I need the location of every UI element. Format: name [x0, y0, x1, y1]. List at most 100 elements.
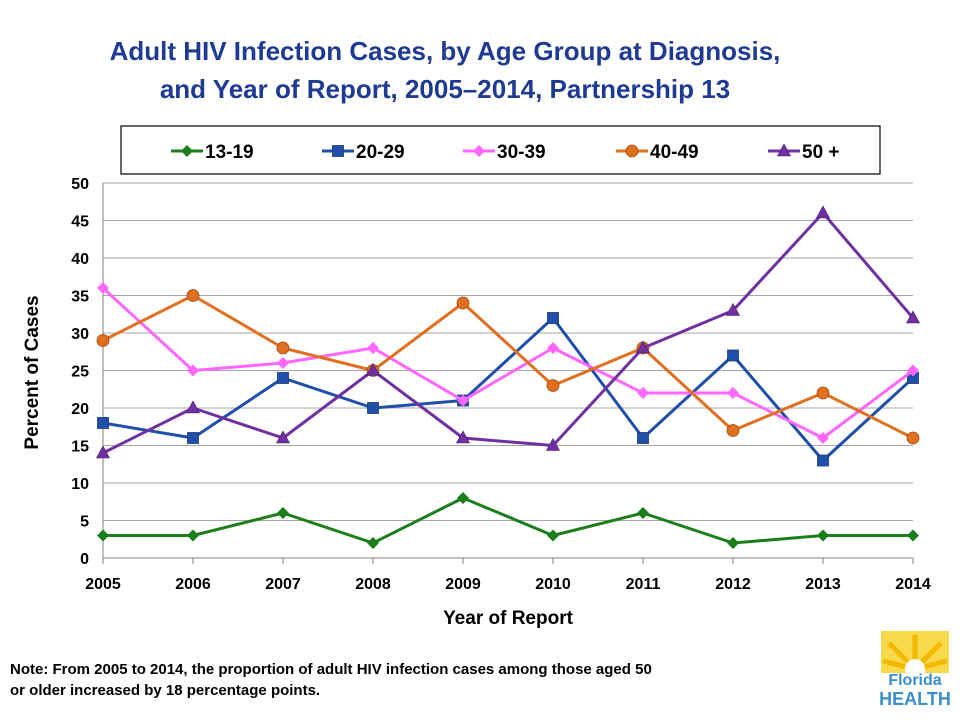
legend-marker [181, 145, 193, 157]
data-point [637, 507, 649, 519]
legend-marker [332, 145, 344, 157]
x-tick-label: 2011 [626, 576, 661, 593]
x-tick-label: 2012 [715, 576, 751, 593]
y-tick-label: 10 [71, 476, 89, 493]
series-50 [95, 205, 921, 459]
data-point [725, 302, 741, 316]
y-tick-label: 25 [71, 364, 89, 381]
x-tick-label: 2006 [175, 576, 211, 593]
data-point [817, 529, 829, 542]
data-point [276, 341, 290, 355]
line-chart: 0 5 10 15 20 25 30 35 40 45 50 2005 2006 2007 2008 2009… [22, 125, 931, 629]
legend-item: 30-39 [463, 142, 546, 163]
data-point [96, 334, 110, 347]
legend-item: 20-29 [322, 142, 405, 163]
series-line [102, 294, 914, 440]
data-point [635, 340, 651, 354]
legend-label: 20-29 [356, 142, 405, 163]
data-point [367, 402, 379, 414]
x-tick-label: 2007 [265, 576, 301, 593]
y-tick-label: 0 [80, 551, 89, 568]
y-tick-label: 20 [71, 401, 89, 418]
footnote: Note: From 2005 to 2014, the proportion … [10, 659, 850, 701]
data-point [547, 529, 559, 542]
x-axis-title: Year of Report [443, 608, 574, 629]
x-tick-label: 2010 [535, 576, 571, 593]
data-point [455, 430, 471, 444]
x-tick-label: 2014 [895, 576, 931, 593]
y-tick-label: 15 [71, 439, 89, 456]
footnote-line2: or older increased by 18 percentage poin… [10, 682, 321, 699]
data-point [186, 289, 200, 302]
data-point [727, 537, 739, 549]
y-tick-label: 35 [71, 289, 89, 306]
data-point [546, 379, 560, 392]
data-point [547, 312, 559, 324]
logo-line1: Florida [888, 672, 941, 689]
series-40-49 [96, 289, 920, 445]
data-point [367, 537, 379, 549]
data-point [547, 342, 559, 354]
x-tick-label: 2005 [85, 576, 121, 593]
florida-health-logo: Florida HEALTH [877, 629, 953, 711]
y-tick-label: 40 [71, 251, 89, 268]
legend-box [120, 125, 881, 175]
data-point [367, 342, 379, 354]
series-30-39 [97, 282, 919, 444]
x-tick-label: 2013 [805, 576, 841, 593]
series-13-19 [97, 492, 919, 549]
legend-label: 40-49 [650, 142, 699, 163]
x-tick-label: 2009 [445, 576, 481, 593]
data-point [277, 507, 289, 519]
chart-title: Adult HIV Infection Cases, by Age Group … [0, 32, 890, 108]
data-point [545, 437, 561, 451]
legend-item: 50 + [768, 142, 840, 163]
data-point [817, 454, 829, 467]
data-point [456, 296, 470, 310]
series-line [101, 286, 914, 440]
logo-line2: HEALTH [879, 689, 951, 709]
series-line [102, 211, 915, 455]
y-axis-title: Percent of Cases [22, 295, 43, 449]
data-point [906, 431, 920, 445]
legend-label: 13-19 [205, 142, 254, 163]
legend-marker [776, 143, 792, 157]
legend-label: 30-39 [497, 142, 546, 163]
series-line [103, 496, 913, 545]
data-point [907, 529, 919, 542]
legend: 13-19 20-29 30-39 40-49 50 + [120, 125, 881, 175]
sun-logo-icon: Florida HEALTH [879, 631, 951, 709]
data-point [727, 349, 739, 362]
x-tick-label: 2008 [355, 576, 391, 593]
data-point [275, 430, 291, 444]
data-point [277, 372, 289, 384]
legend-marker [473, 145, 485, 157]
legend-label: 50 + [802, 142, 840, 163]
legend-item: 40-49 [616, 142, 699, 163]
y-tick-label: 5 [80, 514, 89, 531]
data-point [185, 400, 201, 414]
data-point [816, 386, 830, 400]
legend-marker [625, 144, 639, 158]
data-point [95, 445, 111, 459]
data-point [187, 364, 199, 377]
chart-title-line1: Adult HIV Infection Cases, by Age Group … [109, 36, 781, 66]
footnote-line1: Note: From 2005 to 2014, the proportion … [10, 661, 652, 678]
y-tick-label: 50 [71, 176, 89, 193]
data-point [637, 432, 649, 444]
data-point [815, 205, 831, 219]
data-point [905, 310, 921, 324]
y-tick-label: 30 [71, 326, 89, 343]
chart-subtitle: and Year of Report, 2005–2014, Partnersh… [159, 74, 731, 104]
data-point [726, 424, 740, 437]
series-line [102, 316, 915, 462]
data-point [365, 362, 381, 376]
data-point [457, 394, 469, 407]
data-point [97, 417, 109, 429]
data-point [97, 282, 109, 294]
data-point [637, 387, 649, 399]
data-point [907, 364, 919, 377]
y-tick-label: 45 [71, 214, 89, 231]
data-point [97, 529, 109, 542]
data-point [727, 387, 739, 399]
